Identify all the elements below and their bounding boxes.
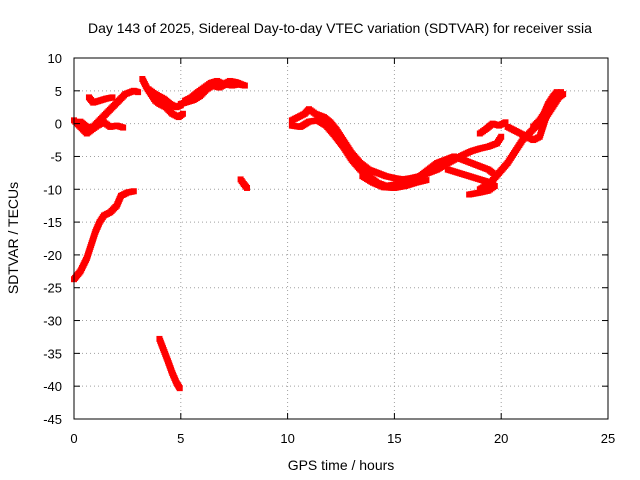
y-axis-label: SDTVAR / TECUs (5, 182, 21, 294)
data-point (135, 89, 142, 96)
x-axis-label: GPS time / hours (288, 457, 395, 473)
series-arc-13 (359, 173, 430, 191)
data-point (109, 94, 116, 101)
y-tick-labels: 10 5 0 -5 -10 -15 -20 -25 -30 -35 -40 -45 (43, 51, 62, 427)
y-tick-label: -25 (43, 281, 62, 296)
y-tick-label: -45 (43, 412, 62, 427)
x-tick-label: 20 (494, 431, 508, 446)
x-tick-label: 15 (387, 431, 401, 446)
data-point (239, 81, 246, 88)
series-arc-8 (182, 77, 246, 104)
series-arc-14 (444, 166, 498, 198)
data-point (423, 177, 430, 184)
series-arc-9 (156, 335, 183, 392)
data-point (558, 89, 565, 96)
data-point (179, 110, 186, 117)
x-tick-labels: 0 5 10 15 20 25 (70, 431, 615, 446)
series-arc-10 (237, 176, 251, 191)
x-tick-label: 5 (177, 431, 184, 446)
y-tick-label: 0 (55, 117, 62, 132)
y-tick-label: -35 (43, 346, 62, 361)
plot-frame (73, 57, 609, 420)
series-arc-11 (288, 106, 505, 183)
data-point (130, 188, 137, 195)
series-arc-3 (77, 87, 142, 130)
data-point (489, 169, 496, 176)
data-point (120, 124, 127, 131)
x-tick-label: 0 (70, 431, 77, 446)
y-tick-label: 10 (48, 51, 62, 66)
data-point (466, 191, 473, 198)
y-tick-label: -5 (50, 149, 62, 164)
grid (74, 58, 608, 419)
y-tick-label: -30 (43, 314, 62, 329)
y-tick-label: -15 (43, 215, 62, 230)
data-point (502, 119, 509, 126)
axis-ticks (73, 57, 609, 420)
data-point (498, 133, 505, 140)
series-arc-4 (85, 94, 116, 106)
data-marks (71, 76, 567, 392)
chart-title: Day 143 of 2025, Sidereal Day-to-day VTE… (88, 20, 592, 36)
data-point (553, 89, 560, 96)
y-tick-label: -40 (43, 379, 62, 394)
series-arc-18 (530, 89, 560, 130)
y-tick-label: -10 (43, 182, 62, 197)
data-point (176, 385, 183, 392)
x-tick-label: 25 (601, 431, 615, 446)
series-arc-1 (71, 188, 137, 283)
data-point (244, 184, 251, 191)
series-arc-16 (476, 119, 509, 137)
y-tick-label: -20 (43, 248, 62, 263)
y-tick-label: 5 (55, 84, 62, 99)
x-tick-label: 10 (280, 431, 294, 446)
